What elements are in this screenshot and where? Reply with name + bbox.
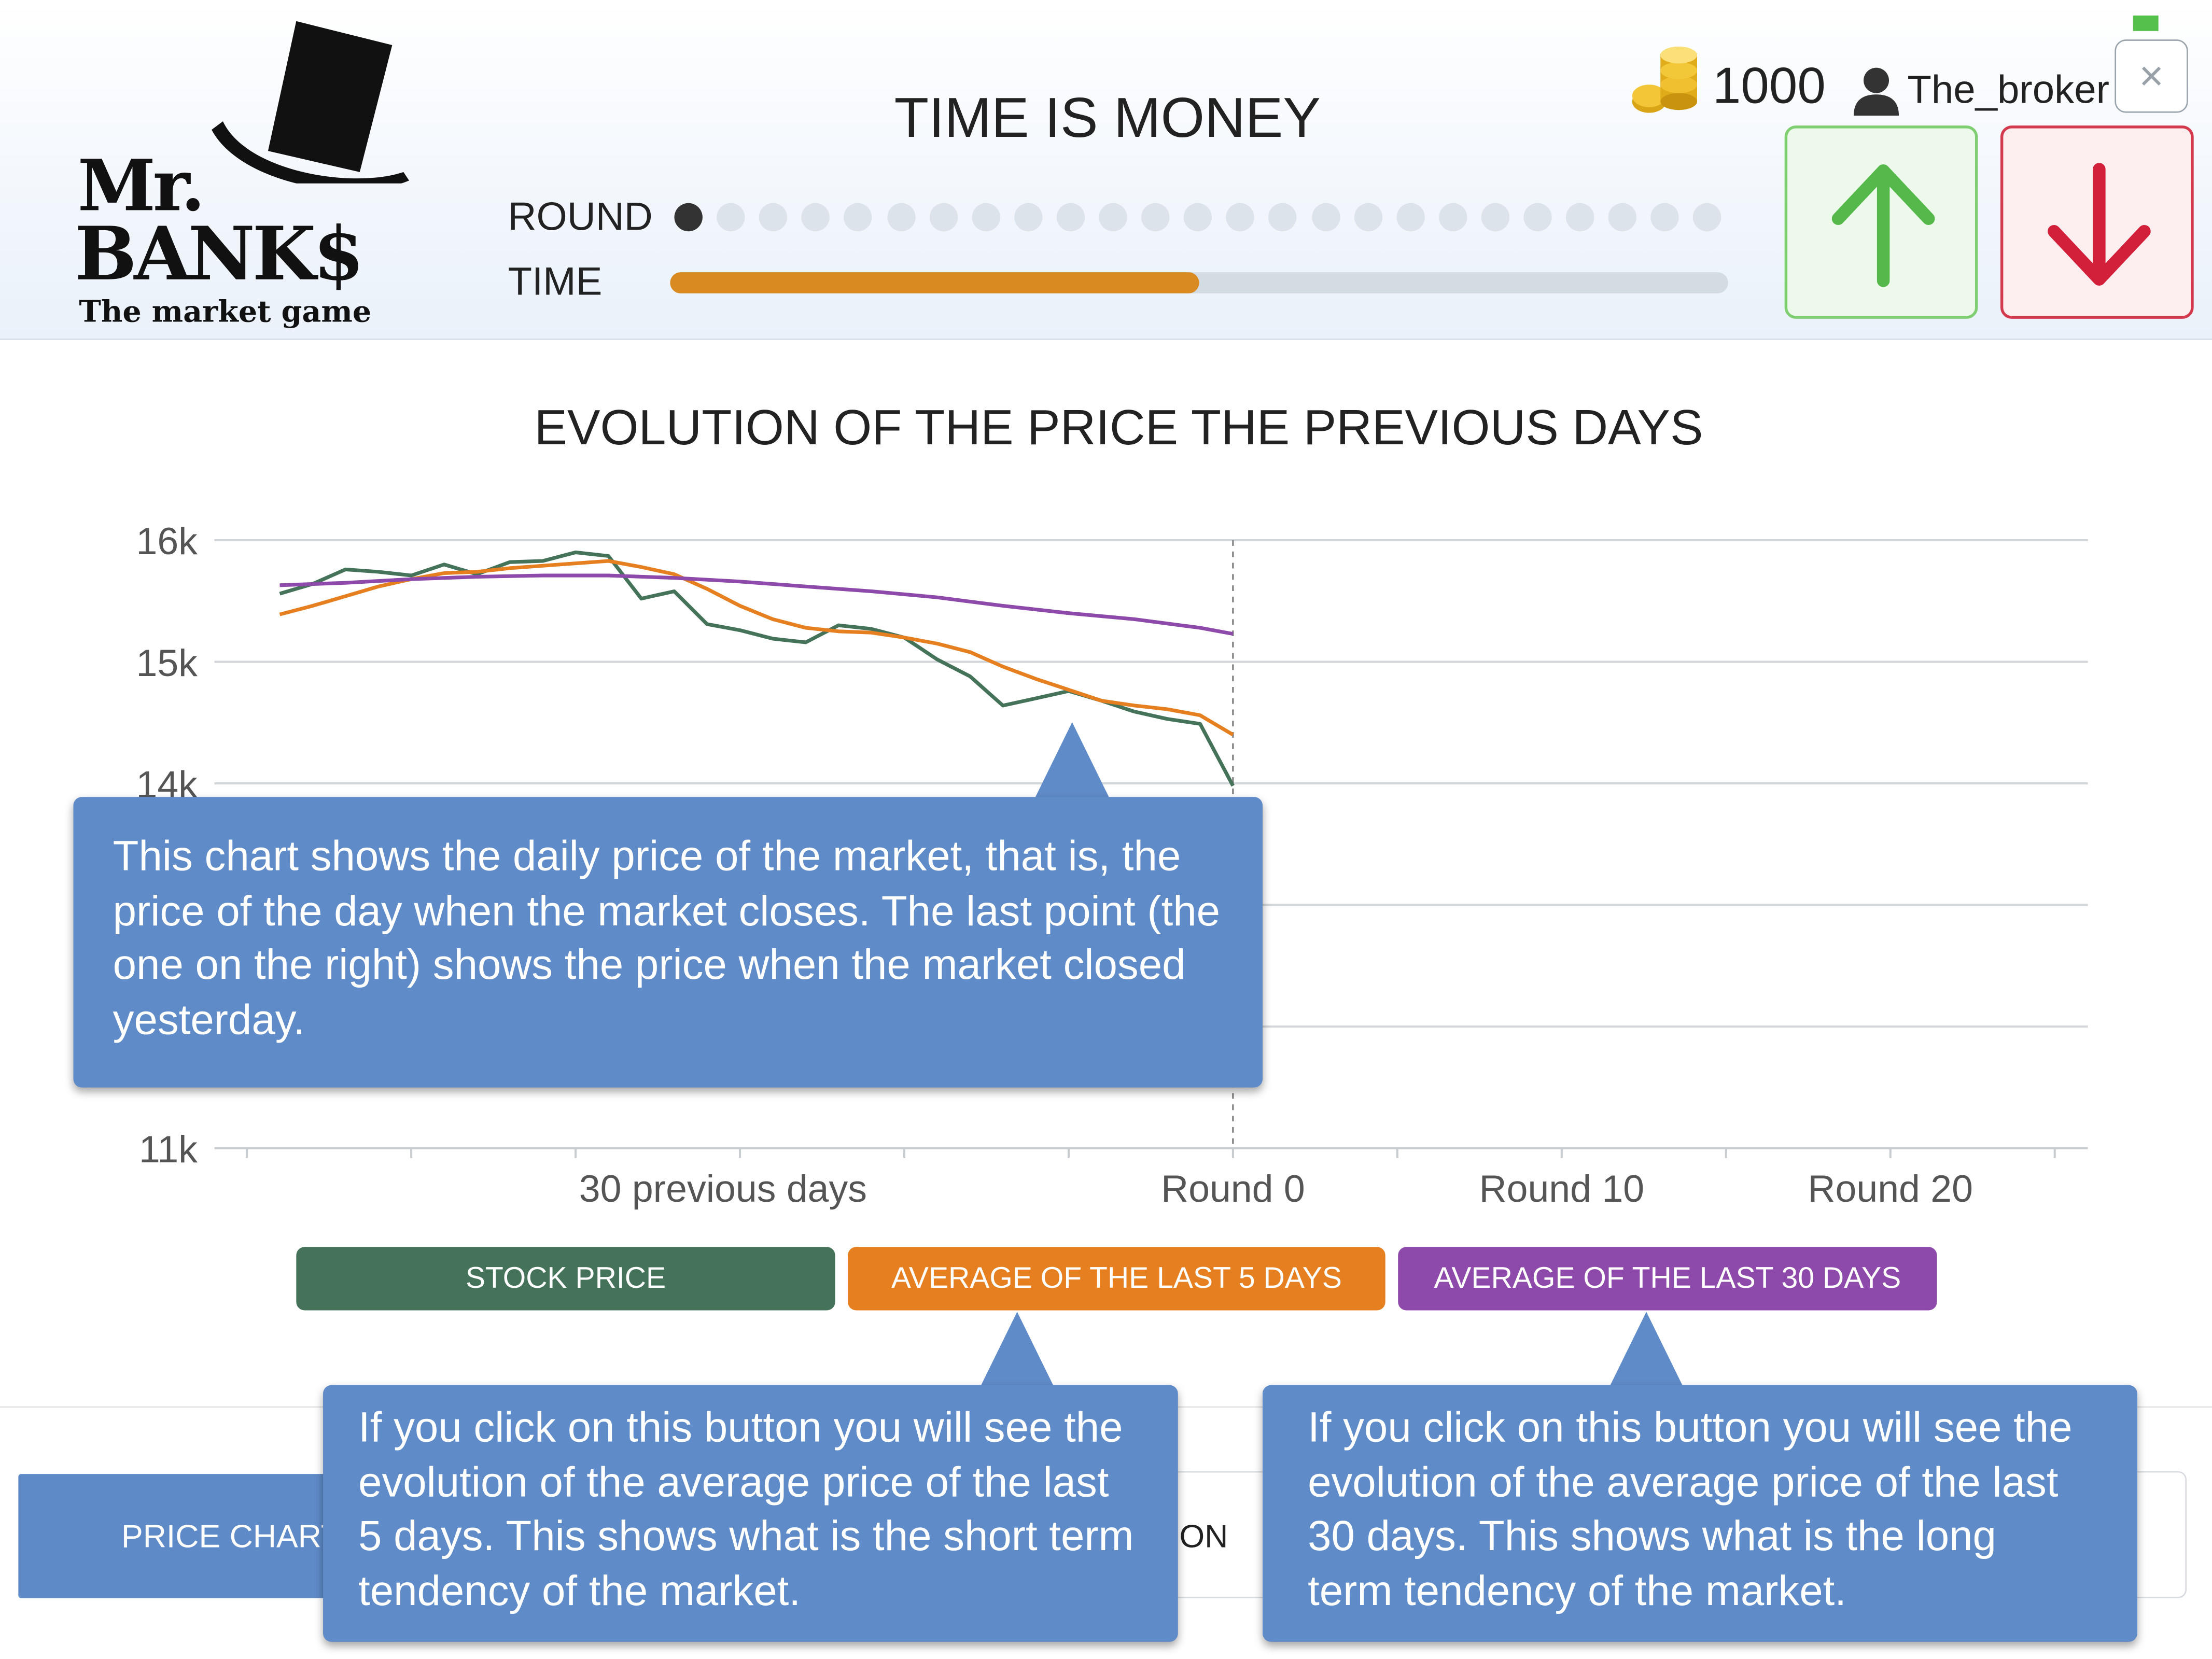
round-dot xyxy=(1608,203,1637,232)
coins-icon xyxy=(1632,46,1698,113)
price-up-button[interactable] xyxy=(1784,125,1978,319)
x-tick-label: 30 previous days xyxy=(579,1168,867,1210)
round-dot xyxy=(929,203,958,232)
round-dot xyxy=(1268,203,1297,232)
tooltip-chart: This chart shows the daily price of the … xyxy=(73,797,1263,1088)
tooltip-avg5: If you click on this button you will see… xyxy=(323,1385,1178,1642)
logo-mr: Mr. xyxy=(77,144,205,228)
stock-price-button[interactable]: STOCK PRICE xyxy=(296,1247,835,1311)
arrow-down-icon xyxy=(2048,163,2151,286)
round-dot xyxy=(1651,203,1679,232)
avg-5-days-button[interactable]: AVERAGE OF THE LAST 5 DAYS xyxy=(848,1247,1385,1311)
x-tick-label: Round 10 xyxy=(1479,1168,1645,1210)
y-tick-label: 16k xyxy=(136,520,198,563)
round-dot xyxy=(1141,203,1170,232)
logo-banks: BANK$ xyxy=(75,212,364,298)
round-dot xyxy=(844,203,873,232)
close-button[interactable]: × xyxy=(2115,39,2188,113)
round-dot xyxy=(1226,203,1255,232)
round-dot xyxy=(1056,203,1085,232)
round-dot xyxy=(1311,203,1340,232)
round-dot xyxy=(1693,203,1722,232)
round-dot xyxy=(717,203,745,232)
time-progress-bar xyxy=(670,272,1728,293)
round-dot xyxy=(1566,203,1594,232)
tooltip-chart-pointer xyxy=(1034,722,1111,800)
round-dot xyxy=(1481,203,1509,232)
round-dot xyxy=(1353,203,1382,232)
arrow-up-icon xyxy=(1831,164,1935,287)
tooltip-avg5-pointer xyxy=(979,1312,1056,1389)
round-dot xyxy=(886,203,915,232)
round-dot xyxy=(1523,203,1552,232)
top-header: Mr. BANK$ The market game TIME IS MONEY … xyxy=(0,0,2212,340)
round-dot xyxy=(674,203,703,232)
avg-30-days-button[interactable]: AVERAGE OF THE LAST 30 DAYS xyxy=(1398,1247,1937,1311)
tooltip-avg5-text: If you click on this button you will see… xyxy=(358,1404,1134,1614)
round-dot xyxy=(1099,203,1127,232)
chart-title: EVOLUTION OF THE PRICE THE PREVIOUS DAYS xyxy=(534,400,1703,456)
round-dot xyxy=(759,203,788,232)
battery-indicator xyxy=(2133,15,2159,31)
user-icon xyxy=(1853,67,1899,116)
logo: Mr. BANK$ The market game xyxy=(71,14,423,339)
money-balance: 1000 xyxy=(1712,56,1826,115)
round-dot xyxy=(1396,203,1425,232)
avg-30-days-line xyxy=(279,573,1234,636)
game-title: TIME IS MONEY xyxy=(894,87,1321,150)
top-hat-icon xyxy=(212,21,410,184)
round-dot xyxy=(1438,203,1467,232)
x-tick-label: Round 20 xyxy=(1808,1168,1973,1210)
y-tick-label: 11k xyxy=(139,1128,198,1171)
price-down-button[interactable] xyxy=(2000,125,2194,319)
time-label: TIME xyxy=(508,259,603,303)
round-dot xyxy=(1014,203,1043,232)
tooltip-chart-text: This chart shows the daily price of the … xyxy=(113,833,1221,1043)
tooltip-avg30: If you click on this button you will see… xyxy=(1263,1385,2137,1642)
y-tick-label: 15k xyxy=(136,642,198,684)
username: The_broker xyxy=(1907,67,2109,111)
round-dot xyxy=(1184,203,1212,232)
tab-price-chart[interactable]: PRICE CHART xyxy=(18,1474,343,1598)
round-label: ROUND xyxy=(508,194,653,238)
x-tick-label: Round 0 xyxy=(1161,1168,1305,1210)
round-dot xyxy=(971,203,1000,232)
logo-tagline: The market game xyxy=(79,293,372,329)
round-dot xyxy=(802,203,830,232)
time-progress-fill xyxy=(670,272,1199,293)
tooltip-avg30-text: If you click on this button you will see… xyxy=(1308,1404,2073,1614)
tooltip-avg30-pointer xyxy=(1608,1312,1685,1389)
avg-5-days-line xyxy=(279,559,1234,737)
